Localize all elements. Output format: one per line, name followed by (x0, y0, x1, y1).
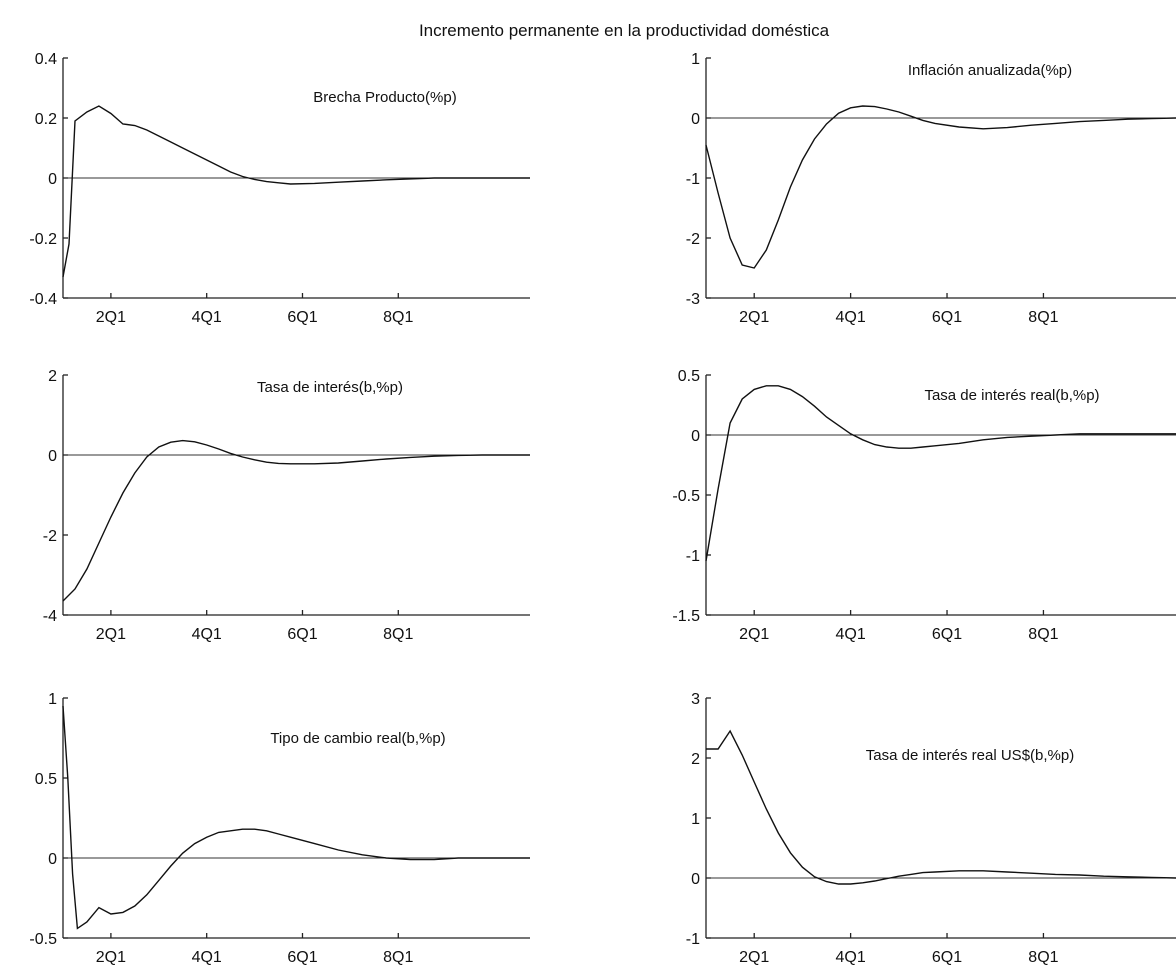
x-tick-label: 8Q1 (383, 949, 413, 966)
series-line (705, 385, 1176, 562)
x-tick-label: 4Q1 (192, 626, 222, 643)
y-tick-label: 0 (48, 851, 57, 868)
y-tick-label: 1 (691, 51, 700, 68)
panels: -0.4 -0.2 0 0.2 0.4 2Q1 4Q1 6Q1 8Q1 Brecha Produc… (29, 51, 1176, 966)
x-tick-label: 8Q1 (1028, 626, 1058, 643)
chart-panel-6: -1 0 1 2 3 2Q1 4Q1 6Q1 8Q1 Tasa de interés real U… (686, 691, 1176, 966)
x-tick-label: 2Q1 (96, 626, 126, 643)
y-tick-label: 0.5 (678, 368, 700, 385)
x-tick-label: 4Q1 (835, 626, 865, 643)
x-tick-label: 6Q1 (287, 309, 317, 326)
x-tick-label: 2Q1 (739, 626, 769, 643)
series-line (705, 105, 1176, 269)
x-tick-label: 8Q1 (1028, 309, 1058, 326)
y-tick-label: 0.4 (35, 51, 57, 68)
series-line (62, 105, 530, 278)
x-tick-label: 8Q1 (383, 626, 413, 643)
y-tick-label: -0.2 (29, 231, 57, 248)
y-tick-label: 0.5 (35, 771, 57, 788)
chart-panel-3: -4 -2 0 2 2Q1 4Q1 6Q1 8Q1 Tasa de interés(b,%p) (43, 368, 530, 643)
panel-title: Tasa de interés real US$(b,%p) (866, 747, 1074, 764)
chart-panel-1: -0.4 -0.2 0 0.2 0.4 2Q1 4Q1 6Q1 8Q1 Brecha Produc… (29, 51, 530, 326)
y-tick-label: -1.5 (672, 608, 700, 625)
y-tick-label: 3 (691, 691, 700, 708)
y-tick-label: 1 (48, 691, 57, 708)
y-tick-label: 0 (48, 448, 57, 465)
y-tick-label: -0.4 (29, 291, 57, 308)
y-tick-label: -2 (43, 528, 57, 545)
y-tick-label: -1 (686, 171, 700, 188)
x-tick-label: 4Q1 (192, 949, 222, 966)
y-tick-label: -3 (686, 291, 700, 308)
x-tick-label: 8Q1 (383, 309, 413, 326)
panel-title: Tasa de interés(b,%p) (257, 379, 403, 396)
x-tick-label: 8Q1 (1028, 949, 1058, 966)
y-tick-label: -0.5 (672, 488, 700, 505)
chart-panel-4: -1.5 -1 -0.5 0 0.5 2Q1 4Q1 6Q1 8Q1 Tasa de interé… (672, 368, 1176, 643)
x-tick-label: 2Q1 (96, 949, 126, 966)
y-tick-label: 0 (691, 428, 700, 445)
series-line (62, 439, 530, 602)
y-tick-label: 2 (691, 751, 700, 768)
panel-title: Brecha Producto(%p) (313, 89, 456, 106)
panel-title: Inflación anualizada(%p) (908, 62, 1072, 79)
y-tick-label: -1 (686, 548, 700, 565)
y-tick-label: -4 (43, 608, 57, 625)
chart-panel-5: -0.5 0 0.5 1 2Q1 4Q1 6Q1 8Q1 Tipo de cambio real… (29, 691, 530, 966)
panel-title: Tipo de cambio real(b,%p) (270, 730, 445, 747)
y-tick-label: 0.2 (35, 111, 57, 128)
x-tick-label: 4Q1 (192, 309, 222, 326)
x-tick-label: 6Q1 (287, 626, 317, 643)
x-tick-label: 6Q1 (932, 309, 962, 326)
y-tick-label: 2 (48, 368, 57, 385)
y-tick-label: 1 (691, 811, 700, 828)
y-tick-label: 0 (48, 171, 57, 188)
x-tick-label: 6Q1 (932, 949, 962, 966)
x-tick-label: 2Q1 (739, 949, 769, 966)
x-tick-label: 6Q1 (287, 949, 317, 966)
panel-title: Tasa de interés real(b,%p) (924, 387, 1099, 404)
x-tick-label: 4Q1 (835, 309, 865, 326)
x-tick-label: 4Q1 (835, 949, 865, 966)
series-line (62, 705, 530, 930)
y-tick-label: -0.5 (29, 931, 57, 948)
x-tick-label: 2Q1 (96, 309, 126, 326)
y-tick-label: 0 (691, 871, 700, 888)
chart-panel-2: -3 -2 -1 0 1 2Q1 4Q1 6Q1 8Q1 Inflación anualizada… (686, 51, 1176, 326)
y-tick-label: -2 (686, 231, 700, 248)
x-tick-label: 6Q1 (932, 626, 962, 643)
y-tick-label: -1 (686, 931, 700, 948)
figure-title: Incremento permanente en la productivida… (419, 21, 830, 40)
series-line (706, 729, 1176, 885)
x-tick-label: 2Q1 (739, 309, 769, 326)
y-tick-label: 0 (691, 111, 700, 128)
